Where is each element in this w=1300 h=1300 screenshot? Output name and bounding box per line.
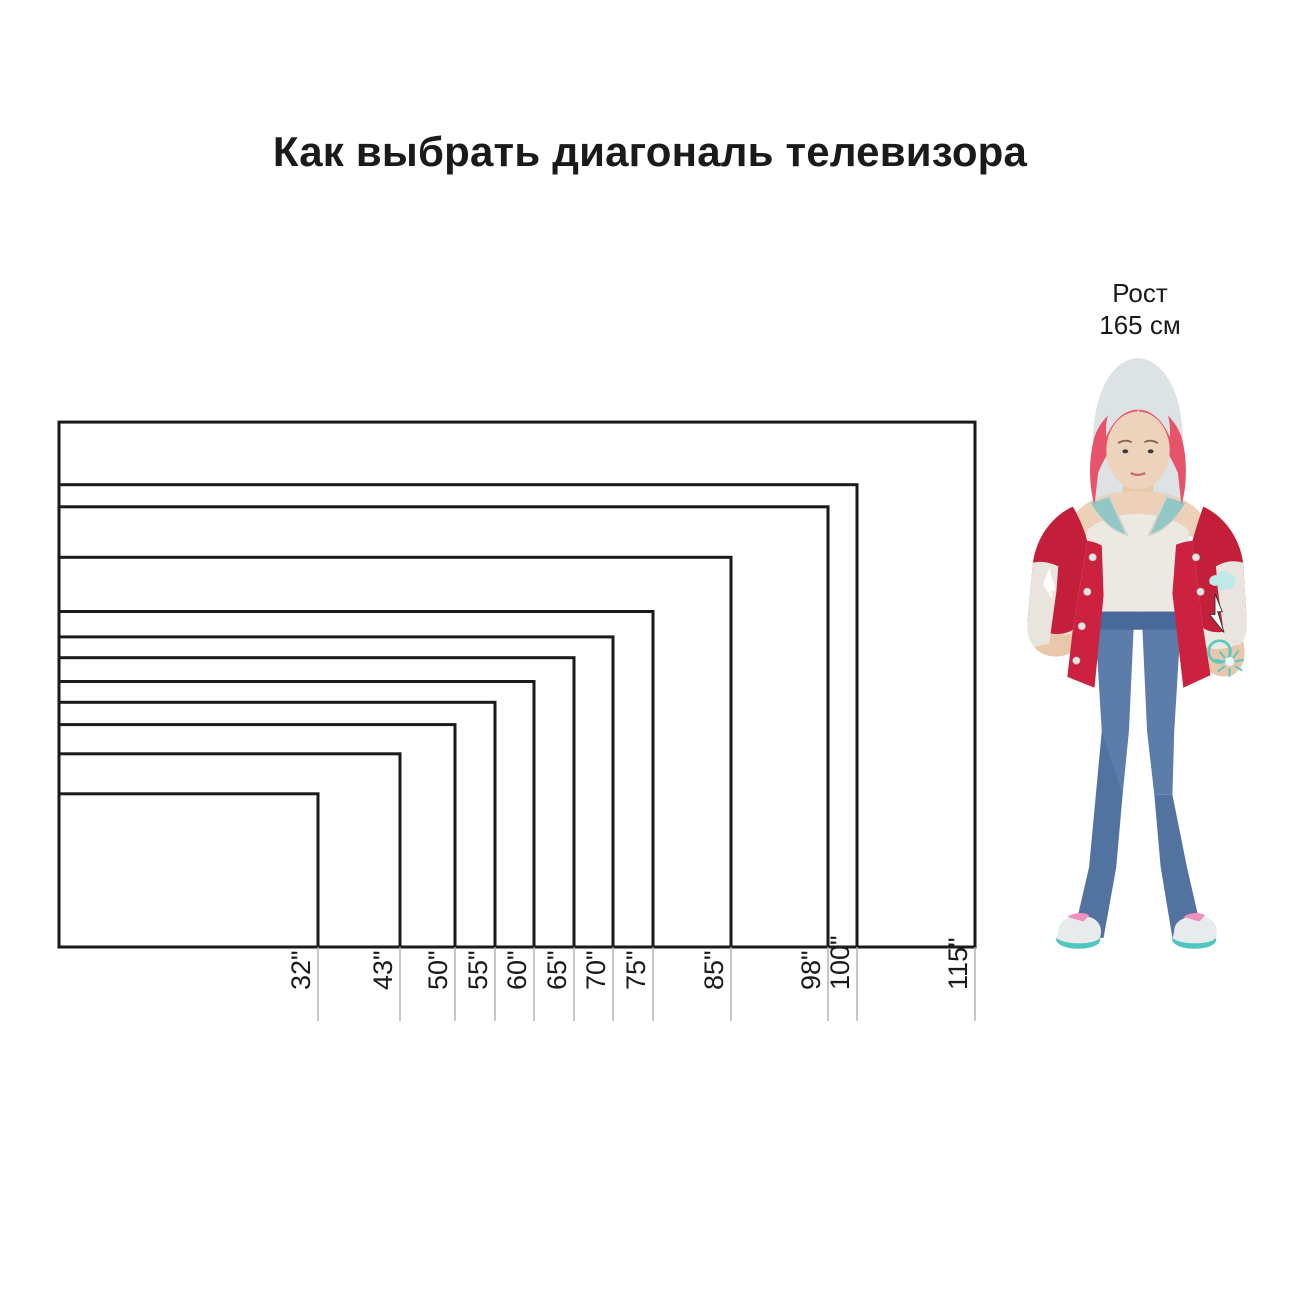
svg-text:43": 43" [368,950,398,990]
svg-text:75": 75" [621,950,651,990]
svg-text:65": 65" [542,950,572,990]
svg-text:70": 70" [581,950,611,990]
svg-text:85": 85" [699,950,729,990]
svg-text:98": 98" [796,950,826,990]
svg-text:50": 50" [423,950,453,990]
svg-text:55": 55" [463,950,493,990]
svg-text:115": 115" [943,937,973,990]
svg-text:100": 100" [825,935,855,990]
svg-text:60": 60" [502,950,532,990]
svg-text:32": 32" [286,950,316,990]
